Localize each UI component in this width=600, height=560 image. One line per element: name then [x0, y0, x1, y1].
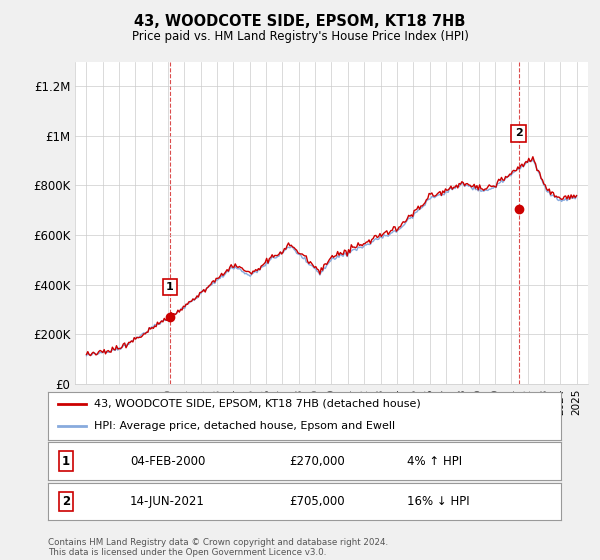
Text: £705,000: £705,000 [289, 495, 345, 508]
Text: 43, WOODCOTE SIDE, EPSOM, KT18 7HB (detached house): 43, WOODCOTE SIDE, EPSOM, KT18 7HB (deta… [94, 399, 421, 409]
Text: 04-FEB-2000: 04-FEB-2000 [130, 455, 205, 468]
Text: Price paid vs. HM Land Registry's House Price Index (HPI): Price paid vs. HM Land Registry's House … [131, 30, 469, 43]
Text: 2: 2 [515, 128, 523, 138]
Text: 43, WOODCOTE SIDE, EPSOM, KT18 7HB: 43, WOODCOTE SIDE, EPSOM, KT18 7HB [134, 14, 466, 29]
Text: £270,000: £270,000 [289, 455, 345, 468]
Text: 1: 1 [62, 455, 70, 468]
Text: 2: 2 [62, 495, 70, 508]
Text: 4% ↑ HPI: 4% ↑ HPI [407, 455, 462, 468]
Text: 1: 1 [166, 282, 173, 292]
Text: Contains HM Land Registry data © Crown copyright and database right 2024.
This d: Contains HM Land Registry data © Crown c… [48, 538, 388, 557]
Text: 16% ↓ HPI: 16% ↓ HPI [407, 495, 470, 508]
Text: HPI: Average price, detached house, Epsom and Ewell: HPI: Average price, detached house, Epso… [94, 421, 395, 431]
Text: 14-JUN-2021: 14-JUN-2021 [130, 495, 205, 508]
